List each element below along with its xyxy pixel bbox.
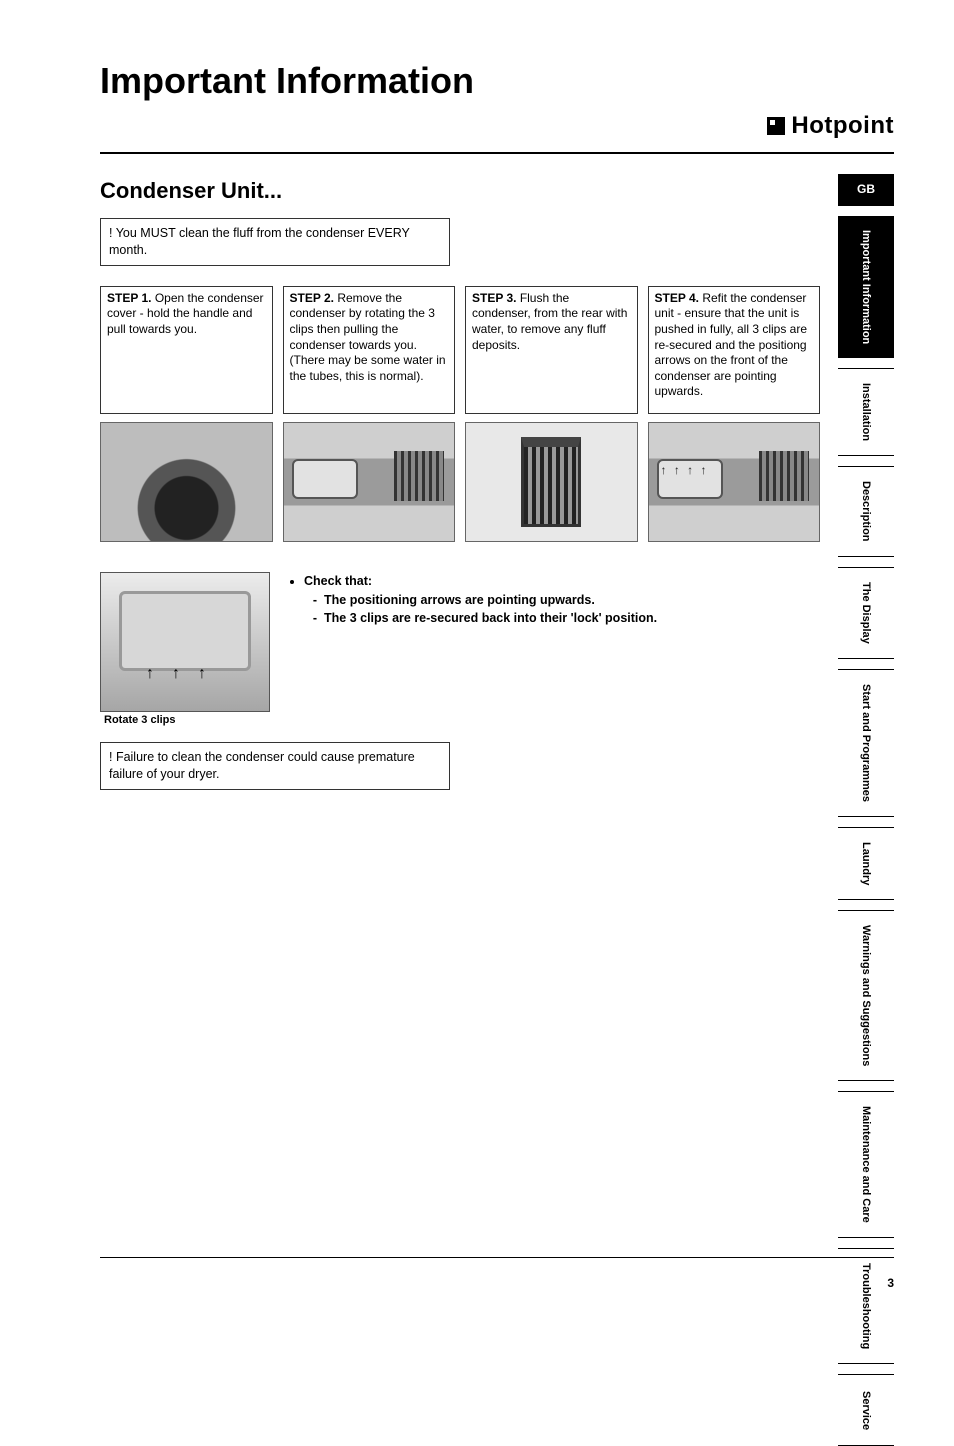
tab-installation[interactable]: Installation — [838, 368, 894, 456]
divider-bottom — [100, 1257, 894, 1258]
lower-row: ↑↑↑ Rotate 3 clips Check that: The posit… — [100, 572, 820, 728]
step-3: STEP 3. Flush the condenser, from the re… — [465, 286, 638, 542]
step-2-image — [283, 422, 456, 542]
step-3-title: STEP 3. — [472, 291, 516, 305]
rotate-caption: Rotate 3 clips — [100, 712, 270, 728]
step-3-text: STEP 3. Flush the condenser, from the re… — [465, 286, 638, 414]
page-title: Important Information — [100, 60, 894, 102]
tab-laundry[interactable]: Laundry — [838, 827, 894, 900]
tab-troubleshooting[interactable]: Troubleshooting — [838, 1248, 894, 1364]
main-column: Condenser Unit... ! You MUST clean the f… — [100, 174, 820, 1446]
side-tabs: GB Important Information Installation De… — [838, 174, 894, 1446]
tab-the-display[interactable]: The Display — [838, 567, 894, 659]
content-row: Condenser Unit... ! You MUST clean the f… — [100, 174, 894, 1446]
condenser-icon — [521, 437, 581, 527]
step-4-image — [648, 422, 821, 542]
check-heading: Check that: — [304, 574, 372, 588]
rotate-figure: ↑↑↑ Rotate 3 clips — [100, 572, 270, 728]
step-1-text: STEP 1. Open the condenser cover - hold … — [100, 286, 273, 414]
brand-logo: Hotpoint — [767, 112, 894, 140]
steps-row: STEP 1. Open the condenser cover - hold … — [100, 286, 820, 542]
up-arrows-icon: ↑↑↑ — [101, 665, 269, 683]
step-3-image — [465, 422, 638, 542]
tab-maintenance-and-care[interactable]: Maintenance and Care — [838, 1091, 894, 1238]
step-1-image — [100, 422, 273, 542]
tab-start-and-programmes[interactable]: Start and Programmes — [838, 669, 894, 817]
tab-gb[interactable]: GB — [838, 174, 894, 206]
step-4-text: STEP 4. Refit the condenser unit - ensur… — [648, 286, 821, 414]
tab-service[interactable]: Service — [838, 1374, 894, 1446]
page-number: 3 — [887, 1276, 894, 1290]
step-4: STEP 4. Refit the condenser unit - ensur… — [648, 286, 821, 542]
check-item-2: The 3 clips are re-secured back into the… — [324, 609, 657, 628]
tab-warnings-and-suggestions[interactable]: Warnings and Suggestions — [838, 910, 894, 1081]
manual-page: Important Information Hotpoint Condenser… — [0, 0, 954, 1316]
rotate-image: ↑↑↑ — [100, 572, 270, 712]
warning-box-bottom: ! Failure to clean the condenser could c… — [100, 742, 450, 790]
step-4-body: Refit the condenser unit - ensure that t… — [655, 291, 808, 399]
divider-top — [100, 152, 894, 154]
tab-important-information[interactable]: Important Information — [838, 216, 894, 358]
step-2: STEP 2. Remove the condenser by rotating… — [283, 286, 456, 542]
check-item-1: The positioning arrows are pointing upwa… — [324, 591, 657, 610]
grate-icon — [759, 451, 809, 501]
brand-text: Hotpoint — [791, 112, 894, 140]
step-1: STEP 1. Open the condenser cover - hold … — [100, 286, 273, 542]
tab-description[interactable]: Description — [838, 466, 894, 557]
step-4-title: STEP 4. — [655, 291, 699, 305]
check-list: Check that: The positioning arrows are p… — [286, 572, 657, 628]
warning-box-top: ! You MUST clean the fluff from the cond… — [100, 218, 450, 266]
brand-row: Hotpoint — [100, 112, 894, 140]
section-subtitle: Condenser Unit... — [100, 178, 820, 204]
step-1-title: STEP 1. — [107, 291, 151, 305]
step-2-text: STEP 2. Remove the condenser by rotating… — [283, 286, 456, 414]
brand-square-icon — [767, 117, 785, 135]
step-2-title: STEP 2. — [290, 291, 334, 305]
